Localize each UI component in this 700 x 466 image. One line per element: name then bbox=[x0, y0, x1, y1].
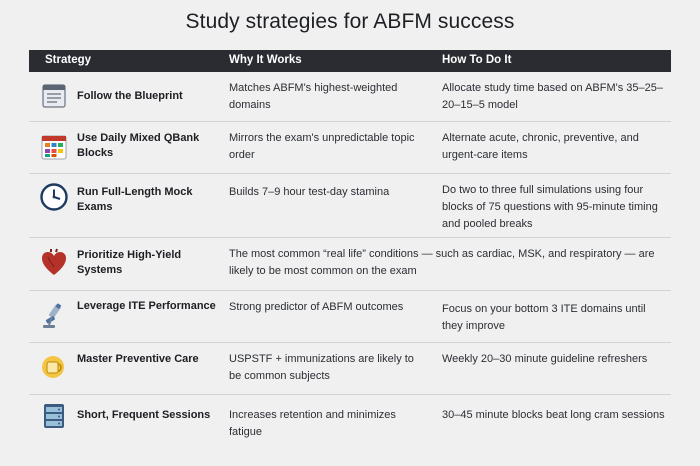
column-header-how: How To Do It bbox=[442, 54, 512, 66]
table-row: Master Preventive Care USPSTF + immuniza… bbox=[29, 343, 671, 395]
how-text: 30–45 minute blocks beat long cram sessi… bbox=[442, 409, 665, 421]
why-text: The most common “real life” conditions —… bbox=[229, 248, 655, 277]
table-row: Leverage ITE Performance Strong predicto… bbox=[29, 291, 671, 343]
why-text: USPSTF + immunizations are likely to be … bbox=[229, 353, 414, 382]
column-header-strategy: Strategy bbox=[45, 54, 92, 66]
blueprint-document-icon bbox=[39, 81, 69, 111]
calendar-grid-icon bbox=[39, 132, 69, 162]
why-text: Mirrors the exam's unpredictable topic o… bbox=[229, 132, 415, 161]
server-stack-icon bbox=[39, 401, 69, 431]
how-text: Alternate acute, chronic, preventive, an… bbox=[442, 132, 639, 161]
strategy-name: Run Full-Length Mock Exams bbox=[77, 186, 193, 213]
coffee-mug-icon bbox=[39, 352, 69, 382]
page-title: Study strategies for ABFM success bbox=[185, 10, 515, 33]
table-header: Strategy Why It Works How To Do It bbox=[29, 50, 671, 72]
table-row: Run Full-Length Mock Exams Builds 7–9 ho… bbox=[29, 174, 671, 238]
why-text: Builds 7–9 hour test-day stamina bbox=[229, 186, 390, 198]
table-row: Follow the Blueprint Matches ABFM's high… bbox=[29, 72, 671, 122]
why-text: Matches ABFM's highest-weighted domains bbox=[229, 82, 398, 111]
column-header-why: Why It Works bbox=[229, 54, 302, 66]
table-row: Use Daily Mixed QBank Blocks Mirrors the… bbox=[29, 122, 671, 174]
how-text: Allocate study time based on ABFM's 35–2… bbox=[442, 82, 664, 111]
table-row: Prioritize High-Yield Systems The most c… bbox=[29, 238, 671, 291]
strategy-name: Use Daily Mixed QBank Blocks bbox=[77, 132, 200, 159]
strategy-name: Prioritize High-Yield Systems bbox=[77, 249, 182, 276]
strategy-name: Master Preventive Care bbox=[77, 353, 199, 365]
microscope-icon bbox=[39, 301, 69, 331]
strategy-name: Follow the Blueprint bbox=[77, 90, 183, 102]
heart-icon bbox=[39, 248, 69, 278]
strategy-name: Leverage ITE Performance bbox=[77, 300, 216, 312]
why-text: Increases retention and minimizes fatigu… bbox=[229, 409, 396, 438]
how-text: Weekly 20–30 minute guideline refreshers bbox=[442, 353, 648, 365]
clock-icon bbox=[39, 182, 69, 212]
how-text: Do two to three full simulations using f… bbox=[442, 184, 658, 230]
why-text: Strong predictor of ABFM outcomes bbox=[229, 301, 404, 313]
strategy-name: Short, Frequent Sessions bbox=[77, 409, 211, 421]
table-row: Short, Frequent Sessions Increases reten… bbox=[29, 395, 671, 438]
strategy-table: Strategy Why It Works How To Do It Follo… bbox=[29, 50, 671, 438]
how-text: Focus on your bottom 3 ITE domains until… bbox=[442, 303, 646, 332]
